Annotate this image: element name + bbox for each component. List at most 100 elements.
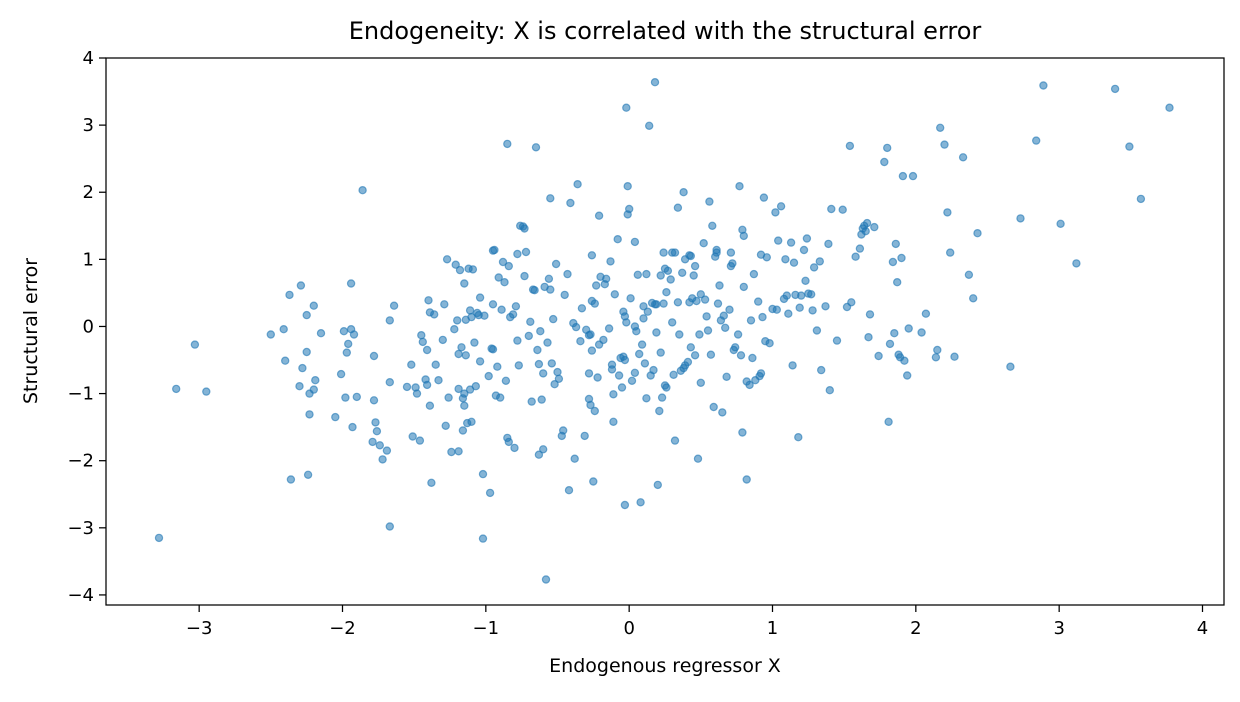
data-point-22 [336,369,346,379]
data-point-280 [706,350,716,359]
data-point-335 [794,433,803,442]
data-point-346 [815,257,825,266]
data-point-353 [838,205,847,214]
x-tick-label-1: −2 [329,618,356,639]
data-point-91 [470,338,479,347]
data-point-62 [434,376,443,385]
data-point-252 [673,298,683,307]
data-point-363 [862,218,872,228]
data-point-311 [749,269,759,279]
data-point-310 [748,353,757,363]
data-point-313 [754,297,763,306]
data-point-290 [719,311,729,320]
y-tick-label-7: 3 [83,115,94,136]
data-point-39 [378,455,387,464]
data-point-209 [625,204,634,214]
data-point-117 [504,437,513,447]
data-point-146 [543,338,552,347]
data-point-357 [851,252,860,261]
data-point-147 [544,274,554,283]
data-point-365 [865,310,875,319]
data-point-32 [358,185,367,195]
data-point-265 [686,343,696,352]
data-point-390 [943,208,952,217]
data-point-245 [663,266,673,275]
data-point-347 [817,365,826,375]
data-point-118 [504,261,513,271]
data-point-142 [539,369,548,378]
data-point-197 [614,371,624,380]
data-point-151 [549,314,558,324]
data-point-0 [154,533,164,543]
x-tick-label-3: 0 [623,618,634,639]
data-point-246 [666,275,675,284]
data-point-238 [657,393,667,402]
data-point-240 [659,299,668,308]
data-point-340 [802,234,812,243]
data-point-24 [341,393,350,402]
data-point-7 [285,290,294,300]
data-point-218 [636,498,645,507]
data-point-164 [571,322,581,332]
data-point-12 [302,347,311,357]
data-point-4 [266,330,275,339]
data-point-308 [745,380,754,390]
data-point-154 [553,367,562,377]
data-point-212 [630,237,640,247]
data-point-35 [369,396,379,405]
data-point-78 [458,426,468,435]
data-point-56 [424,296,433,305]
data-point-176 [587,346,597,355]
data-point-333 [789,258,799,267]
data-point-239 [659,248,668,257]
data-point-199 [617,383,627,392]
data-point-289 [718,408,727,417]
data-point-232 [652,300,661,309]
data-point-217 [635,349,644,359]
data-point-109 [494,273,503,282]
data-point-128 [520,224,529,233]
data-point-338 [799,245,809,255]
data-point-43 [385,378,394,387]
data-point-148 [546,194,555,203]
data-point-397 [1006,362,1015,371]
data-point-29 [348,422,357,432]
data-point-125 [514,361,524,370]
data-point-182 [593,373,602,382]
data-point-292 [722,372,731,381]
data-point-123 [513,336,522,345]
data-point-69 [450,325,459,334]
data-point-323 [771,208,780,217]
data-point-362 [861,226,870,236]
data-point-328 [781,255,790,264]
data-point-160 [564,486,574,495]
data-point-180 [590,406,600,416]
data-point-101 [485,488,495,498]
y-tick-label-4: 0 [83,316,94,337]
data-point-325 [774,236,783,245]
data-point-392 [950,352,959,361]
data-point-214 [630,368,640,377]
data-point-299 [733,330,743,339]
data-point-401 [1056,219,1065,228]
points-layer [154,77,1174,584]
data-point-366 [870,222,879,232]
data-point-236 [656,271,665,280]
data-point-59 [427,478,436,487]
data-point-271 [693,454,703,463]
data-point-233 [652,328,661,337]
data-point-70 [451,260,460,269]
data-point-96 [475,293,485,302]
data-point-303 [738,428,747,437]
data-point-285 [712,245,721,255]
data-point-320 [762,253,772,262]
data-point-192 [607,365,617,374]
y-axis-label: Structural error [20,258,42,404]
data-point-309 [746,316,756,325]
data-point-141 [537,395,546,404]
data-point-179 [590,299,600,308]
data-point-165 [573,179,582,189]
data-point-206 [622,318,631,327]
y-tick-label-3: −1 [67,384,94,405]
